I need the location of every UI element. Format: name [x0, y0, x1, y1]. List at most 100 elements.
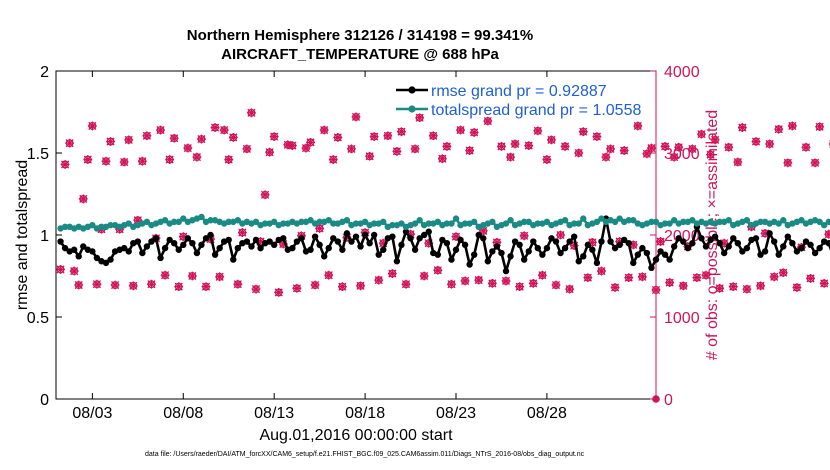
- rmse-point: [689, 240, 696, 247]
- rmse-point: [548, 235, 555, 242]
- rmse-series-path: [59, 217, 830, 273]
- obs-assimilated-point: [715, 283, 725, 293]
- obs-assimilated-point: [278, 239, 288, 249]
- obs-assimilated-point: [601, 152, 611, 162]
- rmse-point: [593, 259, 601, 267]
- totalspread-point: [470, 218, 478, 226]
- rmse-point: [770, 238, 778, 245]
- obs-assimilated-point: [669, 152, 679, 162]
- rmse-point: [511, 238, 519, 245]
- rmse-point: [234, 244, 242, 252]
- rmse-point: [230, 256, 237, 263]
- totalspread-point: [107, 221, 114, 229]
- rmse-point: [325, 244, 332, 252]
- rmse-point: [148, 238, 155, 245]
- totalspread-point: [316, 218, 323, 226]
- obs-assimilated-point: [333, 133, 343, 142]
- rmse-point: [502, 267, 510, 275]
- rmse-point: [380, 246, 387, 253]
- obs-assimilated-point: [201, 282, 211, 292]
- y-right-tick-label: 4000: [664, 64, 700, 81]
- obs-assimilated-point: [228, 133, 238, 142]
- totalspread-point: [198, 213, 205, 221]
- y-left-tick-label: 1.5: [27, 146, 49, 163]
- totalspread-point: [725, 217, 732, 224]
- rmse-point: [739, 248, 746, 255]
- obs-assimilated-point: [810, 158, 820, 168]
- obs-assimilated-point: [719, 238, 729, 248]
- obs-assimilated-point: [697, 129, 706, 139]
- totalspread-point: [161, 217, 169, 224]
- rmse-point: [339, 246, 346, 253]
- totalspread-point: [661, 220, 669, 227]
- totalspread-point: [361, 218, 369, 226]
- rmse-point: [120, 244, 128, 252]
- obs-assimilated-point: [365, 151, 375, 161]
- totalspread-point: [816, 218, 823, 226]
- totalspread-point: [543, 218, 551, 226]
- rmse-point: [211, 251, 219, 258]
- rmse-point: [557, 249, 564, 257]
- rmse-point: [407, 235, 414, 242]
- obs-assimilated-point: [637, 272, 647, 282]
- rmse-point: [698, 235, 705, 242]
- totalspread-point: [716, 218, 723, 226]
- rmse-point: [425, 228, 432, 235]
- obs-assimilated-point: [651, 285, 661, 295]
- rmse-point: [93, 254, 101, 262]
- obs-assimilated-point: [756, 281, 765, 291]
- totalspread-series: [57, 213, 830, 232]
- rmse-point: [348, 238, 355, 245]
- obs-assimilated-point: [351, 112, 361, 122]
- obs-assimilated-point: [542, 155, 552, 164]
- rmse-point: [566, 238, 573, 245]
- obs-assimilated-point: [147, 279, 156, 289]
- totalspread-point: [820, 221, 828, 229]
- totalspread-point: [343, 217, 351, 224]
- obs-assimilated-point: [415, 113, 425, 123]
- rmse-point: [470, 251, 478, 258]
- rmse-point: [252, 236, 260, 244]
- totalspread-point: [175, 218, 182, 226]
- rmse-point: [157, 254, 164, 262]
- rmse-point: [530, 238, 537, 245]
- obs-assimilated-point: [760, 228, 770, 238]
- rmse-point: [598, 238, 605, 245]
- x-tick-label: 08/28: [527, 405, 567, 422]
- rmse-point: [611, 244, 619, 252]
- rmse-point: [334, 238, 342, 245]
- rmse-point: [457, 236, 464, 244]
- rmse-point: [152, 235, 160, 242]
- obs-assimilated-point: [310, 280, 320, 290]
- obs-assimilated-point: [515, 282, 525, 292]
- obs-assimilated-point: [465, 146, 475, 155]
- totalspread-point: [648, 218, 655, 226]
- obs-assimilated-point: [474, 275, 484, 285]
- obs-assimilated-point: [578, 127, 588, 137]
- obs-assimilated-point: [787, 121, 797, 131]
- obs-assimilated-point: [383, 131, 393, 141]
- totalspread-point: [502, 220, 510, 227]
- totalspread-point: [330, 220, 337, 227]
- rmse-point: [225, 236, 232, 244]
- obs-assimilated-point: [819, 278, 829, 288]
- totalspread-point: [170, 218, 178, 226]
- rmse-point: [661, 251, 669, 258]
- obs-assimilated-point: [433, 265, 443, 275]
- obs-assimilated-point: [306, 137, 315, 147]
- rmse-point: [216, 244, 223, 252]
- obs-assimilated-point: [283, 140, 293, 150]
- obs-assimilated-point: [792, 283, 802, 292]
- obs-assimilated-point: [197, 134, 206, 144]
- rmse-point: [293, 238, 301, 245]
- obs-assimilated-point: [69, 266, 79, 276]
- obs-assimilated-point: [510, 139, 520, 149]
- obs-assimilated-point: [374, 275, 384, 285]
- obs-assimilated-point: [187, 271, 197, 281]
- rmse-point: [552, 238, 560, 245]
- totalspread-point: [225, 218, 232, 226]
- rmse-point: [143, 243, 151, 250]
- totalspread-point: [598, 215, 605, 222]
- totalspread-point: [98, 223, 105, 230]
